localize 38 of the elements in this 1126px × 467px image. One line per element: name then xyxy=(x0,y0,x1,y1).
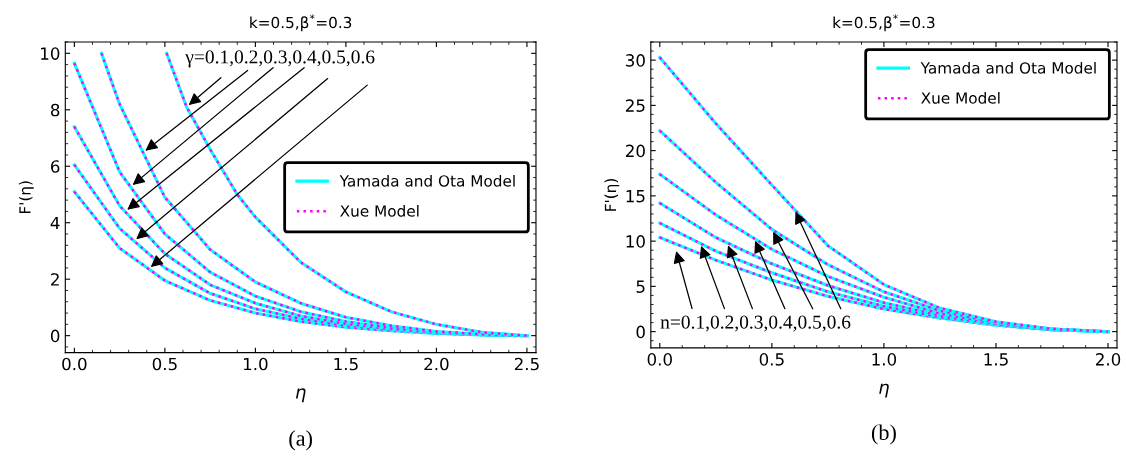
x-tick-label: 0.5 xyxy=(152,357,177,371)
legend-label: Xue Model xyxy=(921,91,1000,104)
x-tick-label: 1.0 xyxy=(243,357,268,371)
y-tick-label: 0 xyxy=(636,325,645,339)
x-tick-label: 1.5 xyxy=(334,357,358,371)
legend-label: Yamada and Ota Model xyxy=(339,174,515,187)
x-tick-label: 1.0 xyxy=(872,353,897,366)
y-tick-label: 10 xyxy=(41,47,60,60)
y-tick-label: 2 xyxy=(51,273,59,286)
x-tick-label: 2.0 xyxy=(424,357,449,371)
y-tick-label: 10 xyxy=(626,235,645,248)
x-axis-title: η xyxy=(879,383,889,398)
y-tick-label: 20 xyxy=(625,144,645,158)
y-axis-title: F'(η) xyxy=(18,181,34,214)
y-tick-label: 4 xyxy=(50,216,60,230)
y-tick-label: 5 xyxy=(636,280,645,293)
legend-label: Xue Model xyxy=(340,204,419,217)
chart-title: k=0.5,β$^{*}$=0.3 xyxy=(833,14,935,32)
chart-title: k=0.5,β$^{*}$=0.3 xyxy=(250,14,352,32)
y-tick-label: 8 xyxy=(50,103,60,117)
y-axis-title: F'(η) xyxy=(604,178,620,211)
text: (a) xyxy=(289,430,312,451)
annotation: n=0.1,0.2,0.3,0.4,0.5,0.6 xyxy=(660,315,851,332)
x-axis-title: η xyxy=(295,388,306,403)
y-tick-label: 30 xyxy=(626,54,645,67)
x-tick-label: 0.5 xyxy=(759,353,784,366)
legend-label: Yamada and Ota Model xyxy=(920,61,1096,74)
x-tick-label: 2.5 xyxy=(514,357,539,371)
y-tick-label: 25 xyxy=(625,99,645,112)
x-tick-label: 2.0 xyxy=(1096,353,1121,366)
x-tick-label: 1.5 xyxy=(984,353,1008,366)
y-tick-label: 15 xyxy=(626,190,645,203)
y-tick-label: 6 xyxy=(51,160,60,173)
annotation: γ=0.1,0.2,0.3,0.4,0.5,0.6 xyxy=(185,50,375,68)
x-tick-label: 0.0 xyxy=(647,353,672,366)
text: (b) xyxy=(871,424,896,445)
x-tick-label: 0.0 xyxy=(62,357,87,371)
y-tick-label: 0 xyxy=(50,329,60,343)
